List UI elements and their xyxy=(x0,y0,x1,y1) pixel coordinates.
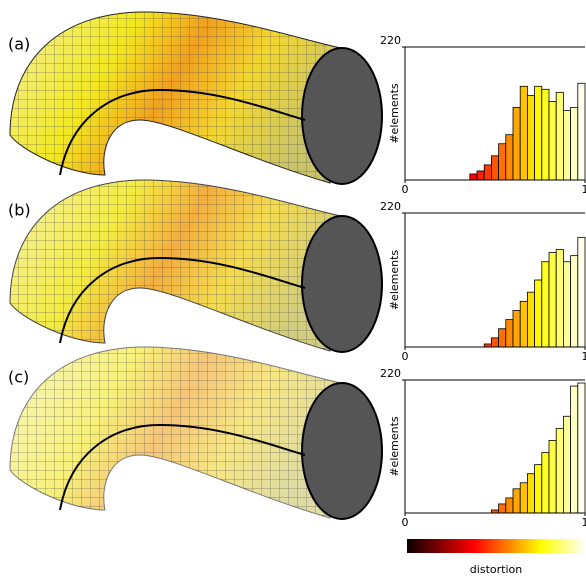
bar xyxy=(555,249,564,348)
bar xyxy=(498,143,507,181)
x-tick-label: 0 xyxy=(402,516,409,529)
x-tick-label: 1 xyxy=(582,183,586,196)
bar xyxy=(541,261,550,348)
bar xyxy=(548,252,557,348)
bar xyxy=(519,85,528,181)
colorbar-label: distortion xyxy=(470,563,522,576)
x-tick-label: 0 xyxy=(402,183,409,196)
x-tick-label: 1 xyxy=(582,516,586,529)
bar xyxy=(570,107,579,181)
panel-label: (b) xyxy=(8,201,31,220)
bar xyxy=(555,91,564,181)
bar xyxy=(505,497,514,514)
meshes xyxy=(9,11,383,520)
bar xyxy=(541,88,550,181)
bar xyxy=(512,107,521,181)
bar xyxy=(570,255,579,348)
bar xyxy=(519,482,528,514)
bar xyxy=(519,300,528,348)
bar xyxy=(490,155,499,181)
bar xyxy=(505,134,514,181)
bar xyxy=(498,328,507,348)
bar xyxy=(534,464,543,514)
bar xyxy=(555,427,564,514)
bar xyxy=(534,279,543,348)
bar xyxy=(512,310,521,348)
bar xyxy=(505,319,514,348)
bar xyxy=(476,170,485,181)
bar xyxy=(469,173,478,181)
bar xyxy=(527,94,536,181)
bar xyxy=(563,110,572,181)
bar xyxy=(577,82,586,181)
bar xyxy=(512,488,521,514)
y-axis-label: #elements xyxy=(388,250,401,311)
bar xyxy=(563,261,572,348)
x-tick-label: 1 xyxy=(582,350,586,363)
panel-label: (c) xyxy=(8,368,29,387)
mesh-a xyxy=(9,11,383,185)
panel-label: (a) xyxy=(8,35,30,54)
y-tick-label: 220 xyxy=(380,367,401,380)
bar xyxy=(570,385,579,514)
bar xyxy=(490,337,499,348)
bar xyxy=(498,503,507,514)
y-axis-label: #elements xyxy=(388,416,401,477)
bar xyxy=(548,440,557,514)
mesh-c xyxy=(9,346,383,520)
y-tick-label: 220 xyxy=(380,200,401,213)
bar xyxy=(563,415,572,514)
bar xyxy=(541,452,550,514)
bar xyxy=(534,85,543,181)
mesh-b xyxy=(9,179,383,353)
y-tick-label: 220 xyxy=(380,34,401,47)
bar xyxy=(527,473,536,514)
colorbar xyxy=(407,539,586,553)
bar xyxy=(577,382,586,514)
x-tick-label: 0 xyxy=(402,350,409,363)
y-axis-label: #elements xyxy=(388,83,401,144)
bar xyxy=(527,291,536,348)
bar xyxy=(577,236,586,348)
bar xyxy=(548,101,557,181)
bar xyxy=(483,164,492,181)
